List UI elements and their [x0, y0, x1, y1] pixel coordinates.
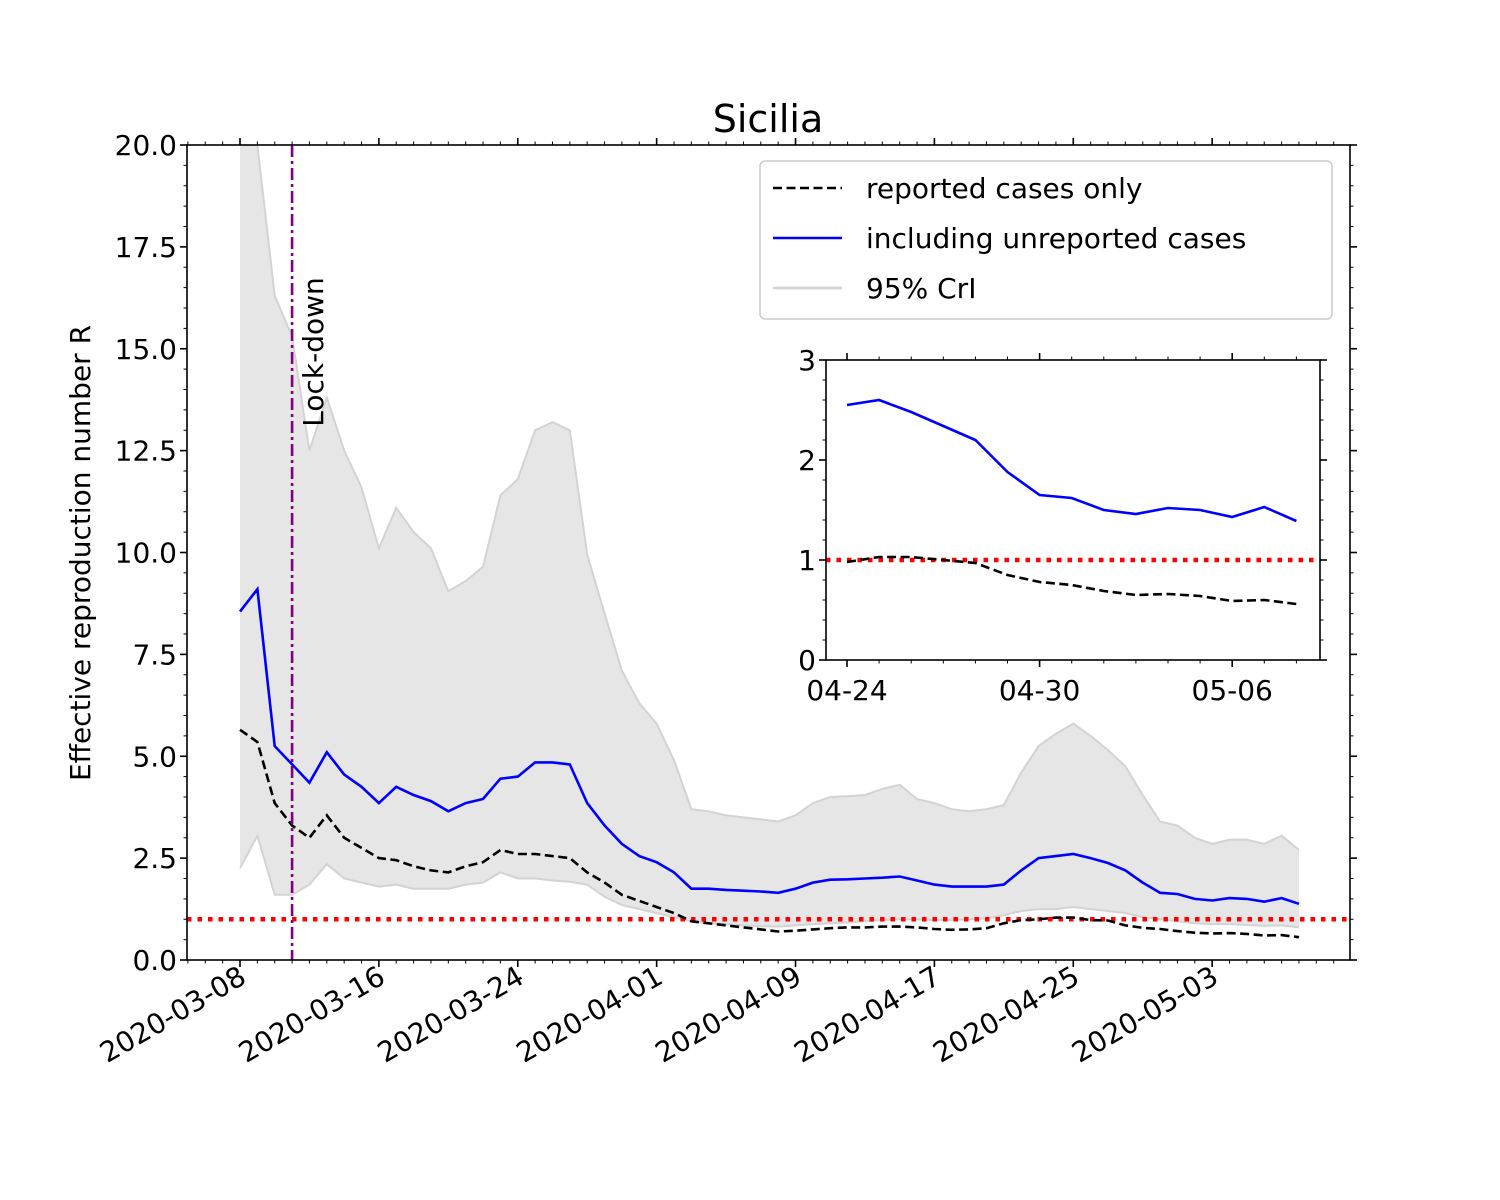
inset-x-tick-label: 04-24 [806, 674, 887, 707]
lockdown-label: Lock-down [297, 277, 330, 427]
inset-series-unreported-line [846, 398, 1297, 523]
x-tick-label: 2020-03-16 [233, 959, 390, 1069]
y-tick-label: 20.0 [115, 129, 177, 162]
cri-band [240, 145, 1299, 928]
inset-series-reported-line [846, 555, 1297, 606]
y-axis-label: Effective reproduction number R [64, 325, 97, 781]
series-unreported-line [238, 585, 1300, 906]
inset-data-group [826, 398, 1320, 606]
inset-axes-frame [825, 359, 1321, 661]
y-tick-label: 15.0 [115, 333, 177, 366]
x-tick-label: 2020-04-09 [650, 959, 807, 1069]
y-tick-label: 17.5 [115, 231, 177, 264]
x-tick-label: 2020-03-24 [372, 959, 529, 1069]
cri-upper-line [240, 145, 1300, 851]
inset-chart-layer [826, 398, 1320, 606]
chart-title: Sicilia [713, 97, 824, 141]
x-tick-label: 2020-04-01 [511, 959, 668, 1069]
x-tick-label: 2020-05-03 [1066, 959, 1223, 1069]
y-tick-label: 7.5 [132, 638, 177, 671]
inset-x-tick-label: 05-06 [1192, 674, 1273, 707]
inset-y-tick-label: 2 [798, 444, 816, 477]
y-tick-label: 5.0 [132, 740, 177, 773]
main-chart-layer [187, 145, 1350, 960]
y-tick-label: 12.5 [115, 435, 177, 468]
series-reported-line [239, 728, 1300, 939]
y-tick-label: 0.0 [132, 944, 177, 977]
inset-y-tick-label: 0 [798, 644, 816, 677]
main-data-group [187, 145, 1350, 960]
inset-plot-area [826, 360, 1320, 660]
inset-x-tick-label: 04-30 [999, 674, 1080, 707]
x-tick-label: 2020-04-17 [788, 959, 945, 1069]
legend-label-reported: reported cases only [866, 172, 1143, 205]
x-tick-label: 2020-04-25 [927, 959, 1084, 1069]
legend-label-cri: 95% CrI [866, 272, 976, 305]
inset-ticks: 0 1 2 3 04-24 04-30 05-06 [798, 344, 1327, 707]
inset-y-tick-label: 3 [798, 344, 816, 377]
legend-label-unreported: including unreported cases [866, 222, 1246, 255]
y-tick-label: 10.0 [115, 537, 177, 570]
cri-lower-line [239, 833, 1300, 929]
legend: reported cases only including unreported… [759, 160, 1333, 320]
y-tick-label: 2.5 [132, 842, 177, 875]
inset-y-tick-label: 1 [798, 544, 816, 577]
legend-box [759, 160, 1333, 320]
